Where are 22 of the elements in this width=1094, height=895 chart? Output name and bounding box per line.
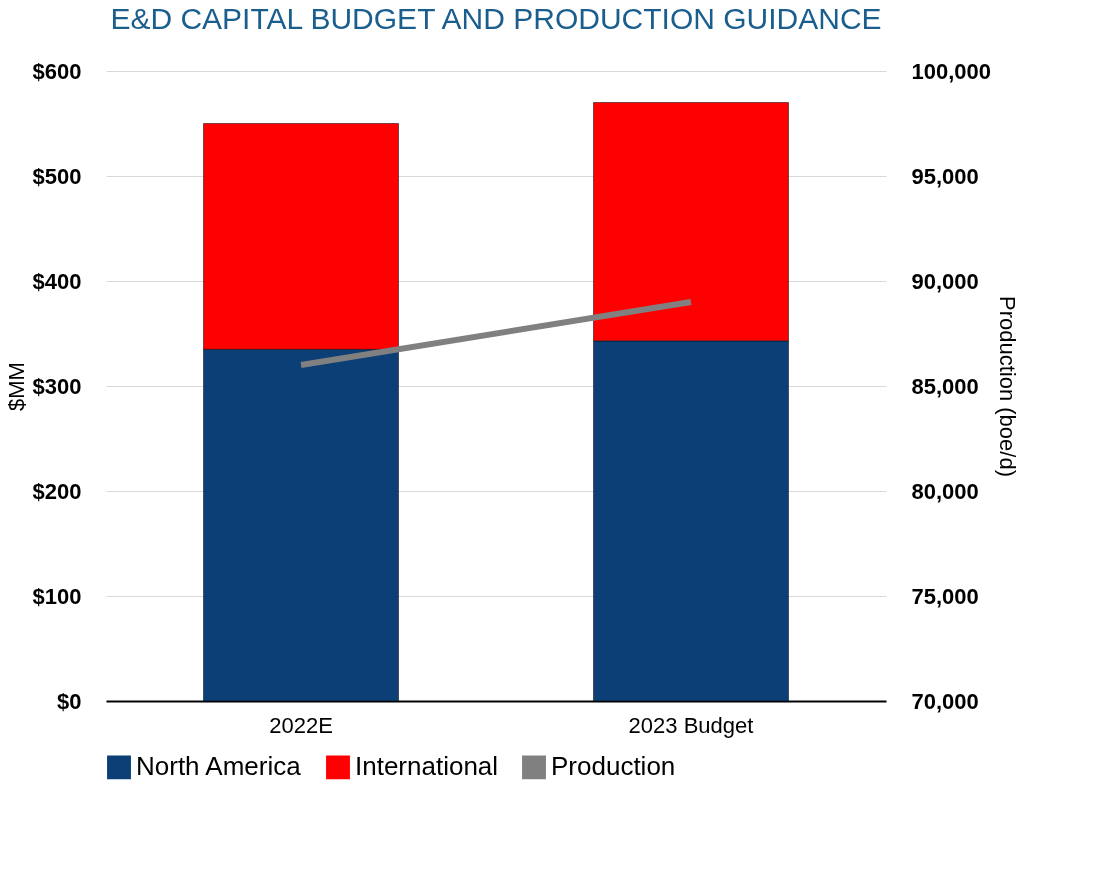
y-tick-label: $0: [57, 688, 82, 714]
y-tick-label: $100: [32, 583, 82, 609]
y2-tick-label: 90,000: [911, 268, 979, 294]
legend-label: North America: [136, 751, 302, 782]
y2-tick-label: 70,000: [911, 688, 979, 714]
x-tick-label: 2023 Budget: [628, 712, 754, 738]
y2-tick-label: 100,000: [911, 58, 992, 84]
y-tick-label: $600: [32, 58, 82, 84]
y2-axis-title: Production (boe/d): [995, 296, 1021, 477]
legend-label: Production: [551, 751, 676, 782]
y2-tick-label: 80,000: [911, 478, 979, 504]
legend-label: International: [355, 751, 499, 782]
y-tick-label: $400: [32, 268, 82, 294]
x-tick-label: 2022E: [269, 712, 333, 738]
y-tick-label: $200: [32, 478, 82, 504]
y-tick-label: $500: [32, 163, 82, 189]
y-axis-title: $MM: [3, 362, 29, 411]
y2-tick-label: 75,000: [911, 583, 979, 609]
y-tick-label: $300: [32, 373, 82, 399]
chart-title: E&D CAPITAL BUDGET AND PRODUCTION GUIDANCE: [110, 2, 882, 35]
y2-tick-label: 85,000: [911, 373, 979, 399]
y2-tick-label: 95,000: [911, 163, 979, 189]
